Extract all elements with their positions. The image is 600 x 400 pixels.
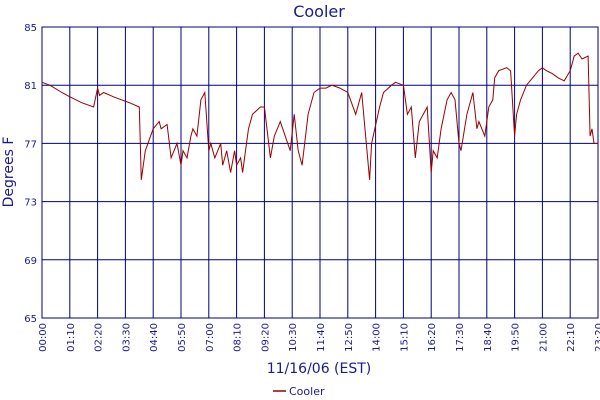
x-tick-label: 07:00 — [205, 323, 216, 352]
x-tick-label: 18:40 — [483, 323, 494, 352]
x-tick-label: 08:10 — [233, 323, 244, 352]
x-tick-label: 19:50 — [511, 323, 522, 352]
x-tick-label: 11:40 — [316, 323, 327, 352]
x-tick-labels: 00:00 01:10 02:20 03:30 04:40 05:50 07:00 08:10… — [38, 323, 600, 352]
y-tick-label: 73 — [24, 198, 37, 209]
x-tick-label: 21:00 — [538, 323, 549, 352]
y-tick-label: 65 — [24, 314, 37, 325]
legend-label-cooler: Cooler — [289, 385, 325, 398]
x-axis-label: 11/16/06 (EST) — [267, 361, 372, 377]
x-tick-label: 10:30 — [288, 323, 299, 352]
y-axis-label: Degrees F — [1, 137, 17, 208]
x-tick-label: 05:50 — [177, 323, 188, 352]
x-tick-label: 01:10 — [66, 323, 77, 352]
chart-title: Cooler — [293, 2, 345, 21]
x-tick-label: 03:30 — [121, 323, 132, 352]
x-tick-label: 15:10 — [399, 323, 410, 352]
x-tick-label: 23:20 — [594, 323, 600, 352]
x-tick-label: 09:20 — [260, 323, 271, 352]
x-tick-label: 22:10 — [566, 323, 577, 352]
x-tick-label: 00:00 — [38, 323, 49, 352]
x-tick-label: 14:00 — [372, 323, 383, 352]
series-line-cooler — [41, 52, 598, 180]
y-tick-label: 77 — [24, 139, 37, 150]
y-tick-label: 85 — [24, 23, 37, 34]
x-tick-label: 16:20 — [427, 323, 438, 352]
x-tick-label: 12:50 — [344, 323, 355, 352]
x-tick-label: 02:20 — [94, 323, 105, 352]
legend: Cooler — [273, 385, 325, 398]
y-tick-label: 69 — [24, 256, 37, 267]
y-tick-labels: 65 69 73 77 81 85 — [24, 23, 37, 325]
x-tick-label: 04:40 — [149, 323, 160, 352]
x-tick-label: 17:30 — [455, 323, 466, 352]
gridlines — [42, 26, 598, 319]
y-tick-label: 81 — [24, 81, 37, 92]
